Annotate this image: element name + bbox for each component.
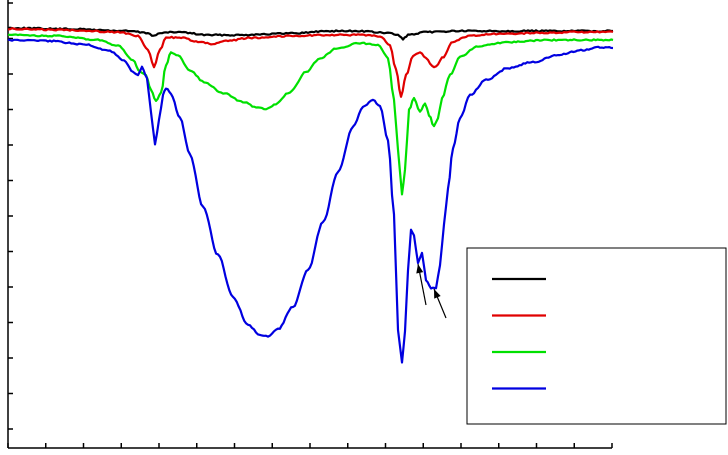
- annotation-arrow-head-2: [434, 289, 441, 299]
- y-axis-ticks: [8, 2, 13, 430]
- x-axis-ticks: [7, 443, 613, 448]
- annotation-arrow-head-1: [416, 264, 424, 274]
- legend: [466, 247, 727, 425]
- annotation-layer: [416, 263, 447, 319]
- series-line-4: [7, 38, 614, 364]
- series-line-2: [7, 27, 614, 98]
- legend-box: [466, 247, 727, 425]
- series-layer: [7, 26, 614, 364]
- series-line-3: [7, 33, 614, 196]
- legend-entries: [492, 277, 546, 390]
